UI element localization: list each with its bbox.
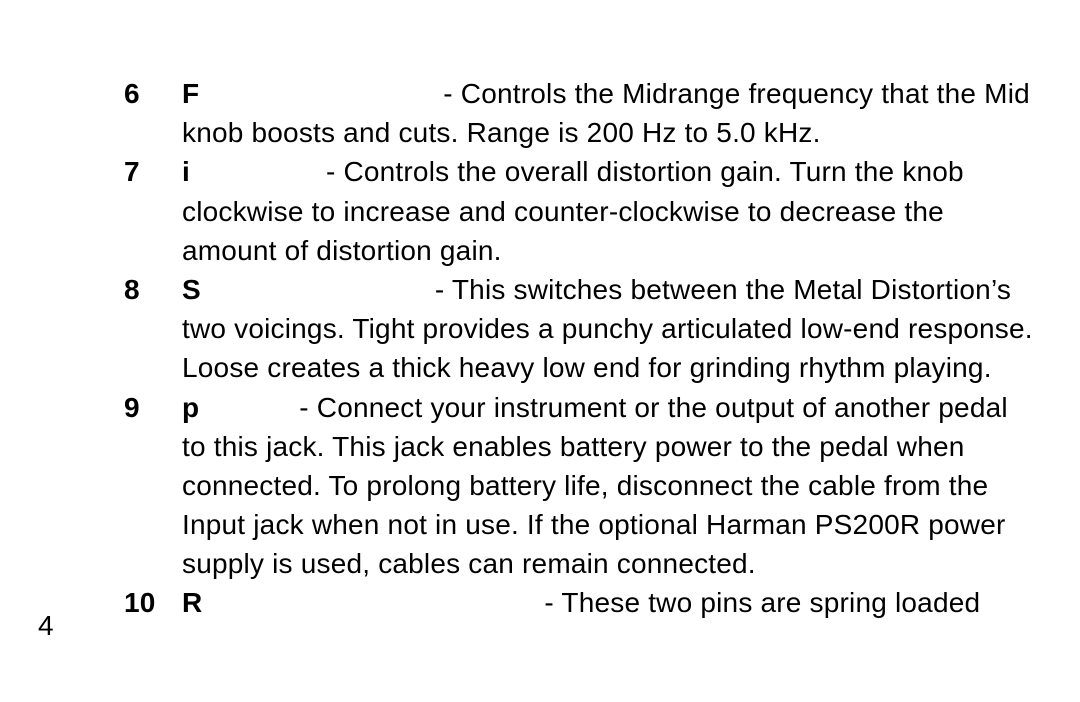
feature-list: 6F - Controls the Midrange frequency tha… (118, 74, 1038, 623)
feature-item: 8S - This switches between the Metal Dis… (118, 270, 1038, 388)
manual-page: 6F - Controls the Midrange frequency tha… (0, 0, 1080, 702)
item-body: F - Controls the Midrange frequency that… (182, 74, 1038, 152)
item-text: - These two pins are spring loaded (536, 587, 980, 618)
feature-item: 6F - Controls the Midrange frequency tha… (118, 74, 1038, 152)
item-label: R (182, 587, 536, 618)
feature-item: 9p - Connect your instrument or the outp… (118, 388, 1038, 584)
page-number: 4 (38, 610, 54, 642)
item-text: - Connect your instrument or the output … (182, 392, 1008, 580)
item-number: 7 (118, 152, 182, 191)
item-number: 9 (118, 388, 182, 427)
item-number: 8 (118, 270, 182, 309)
item-body: S - This switches between the Metal Dist… (182, 270, 1038, 388)
item-body: R - These two pins are spring loaded (182, 583, 1038, 622)
item-body: i - Controls the overall distortion gain… (182, 152, 1038, 270)
item-label: S (182, 274, 427, 305)
feature-item: 10R - These two pins are spring loaded (118, 583, 1038, 622)
item-label: i (182, 156, 318, 187)
item-label: p (182, 392, 291, 423)
item-label: F (182, 78, 435, 109)
item-body: p - Connect your instrument or the outpu… (182, 388, 1038, 584)
item-number: 10 (118, 583, 182, 622)
item-number: 6 (118, 74, 182, 113)
feature-item: 7i - Controls the overall distortion gai… (118, 152, 1038, 270)
